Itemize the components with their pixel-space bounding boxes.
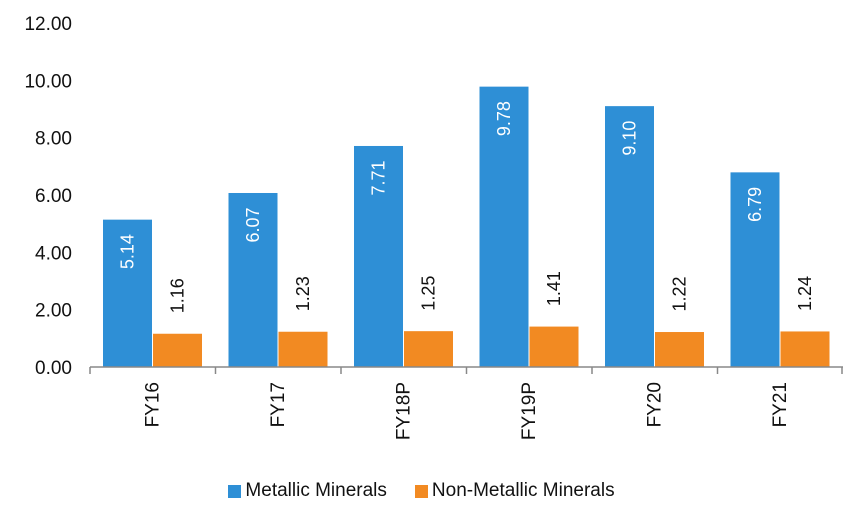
y-axis: 0.00 2.00 4.00 6.00 8.00 10.00 12.00	[24, 14, 72, 379]
data-label-metallic: 5.14	[118, 234, 138, 269]
legend-item-non-metallic: Non-Metallic Minerals	[414, 480, 615, 502]
data-label-metallic: 9.10	[620, 121, 640, 156]
data-label-non-metallic: 1.25	[419, 276, 439, 311]
data-label-non-metallic: 1.16	[168, 278, 188, 313]
bar-metallic	[103, 219, 152, 367]
x-axis: FY16 FY17 FY18P FY19P FY20 FY21	[89, 366, 843, 440]
y-tick-label: 2.00	[35, 301, 72, 322]
bar-metallic	[354, 145, 403, 367]
legend-item-metallic: Metallic Minerals	[228, 480, 387, 502]
legend-swatch-metallic	[228, 484, 242, 498]
bar-non-metallic	[153, 333, 202, 367]
y-tick-label: 8.00	[35, 129, 72, 150]
data-label-metallic: 6.07	[243, 207, 263, 242]
y-tick-label: 6.00	[35, 186, 72, 207]
bar-metallic	[228, 192, 278, 367]
bars: 5.14 6.07 7.71 9.78 9.10 6.79 1.16 1.23 1.25 1.41…	[103, 86, 830, 367]
legend: Metallic Minerals Non-Metallic Minerals	[0, 476, 843, 506]
bar-chart: 0.00 2.00 4.00 6.00 8.00 10.00 12.00 5.14 6.07 7…	[24, 14, 843, 440]
y-tick-label: 10.00	[24, 71, 72, 92]
data-label-non-metallic: 1.41	[544, 271, 564, 306]
bar-metallic	[605, 106, 654, 367]
data-label-non-metallic: 1.23	[293, 276, 313, 311]
legend-swatch-non-metallic	[414, 484, 428, 498]
bar-non-metallic	[404, 331, 453, 367]
x-category-label: FY16	[142, 382, 163, 427]
bar-non-metallic	[278, 331, 328, 367]
data-label-metallic: 9.78	[494, 101, 514, 136]
data-label-non-metallic: 1.22	[670, 277, 690, 312]
bar-non-metallic	[529, 326, 579, 367]
bar-non-metallic	[655, 332, 704, 367]
bar-metallic	[479, 86, 529, 367]
y-tick-label: 0.00	[35, 358, 72, 379]
x-category-label: FY18P	[393, 382, 414, 440]
y-tick-label: 4.00	[35, 243, 72, 264]
bar-metallic	[730, 172, 780, 367]
x-category-label: FY20	[644, 382, 665, 427]
x-category-label: FY21	[770, 382, 791, 427]
legend-label-non-metallic: Non-Metallic Minerals	[431, 480, 615, 501]
x-category-label: FY19P	[519, 382, 540, 440]
legend-label-metallic: Metallic Minerals	[245, 480, 387, 501]
x-category-label: FY17	[268, 382, 289, 427]
data-label-metallic: 6.79	[745, 187, 765, 222]
data-label-non-metallic: 1.24	[795, 276, 815, 311]
y-tick-label: 12.00	[24, 14, 72, 35]
data-label-metallic: 7.71	[369, 160, 389, 195]
bar-non-metallic	[780, 331, 830, 367]
